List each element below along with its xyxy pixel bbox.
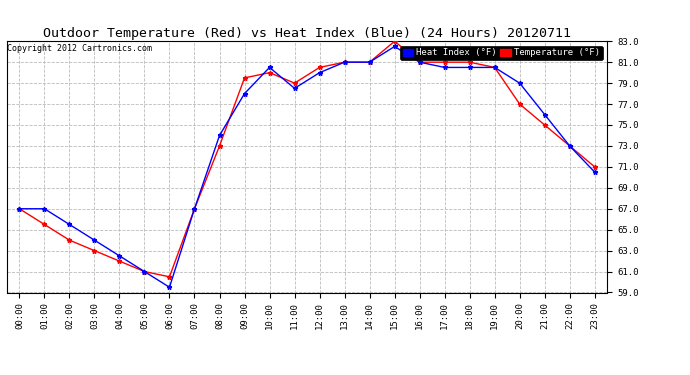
Legend: Heat Index (°F), Temperature (°F): Heat Index (°F), Temperature (°F) bbox=[400, 46, 602, 60]
Text: Copyright 2012 Cartronics.com: Copyright 2012 Cartronics.com bbox=[7, 44, 152, 52]
Title: Outdoor Temperature (Red) vs Heat Index (Blue) (24 Hours) 20120711: Outdoor Temperature (Red) vs Heat Index … bbox=[43, 27, 571, 40]
